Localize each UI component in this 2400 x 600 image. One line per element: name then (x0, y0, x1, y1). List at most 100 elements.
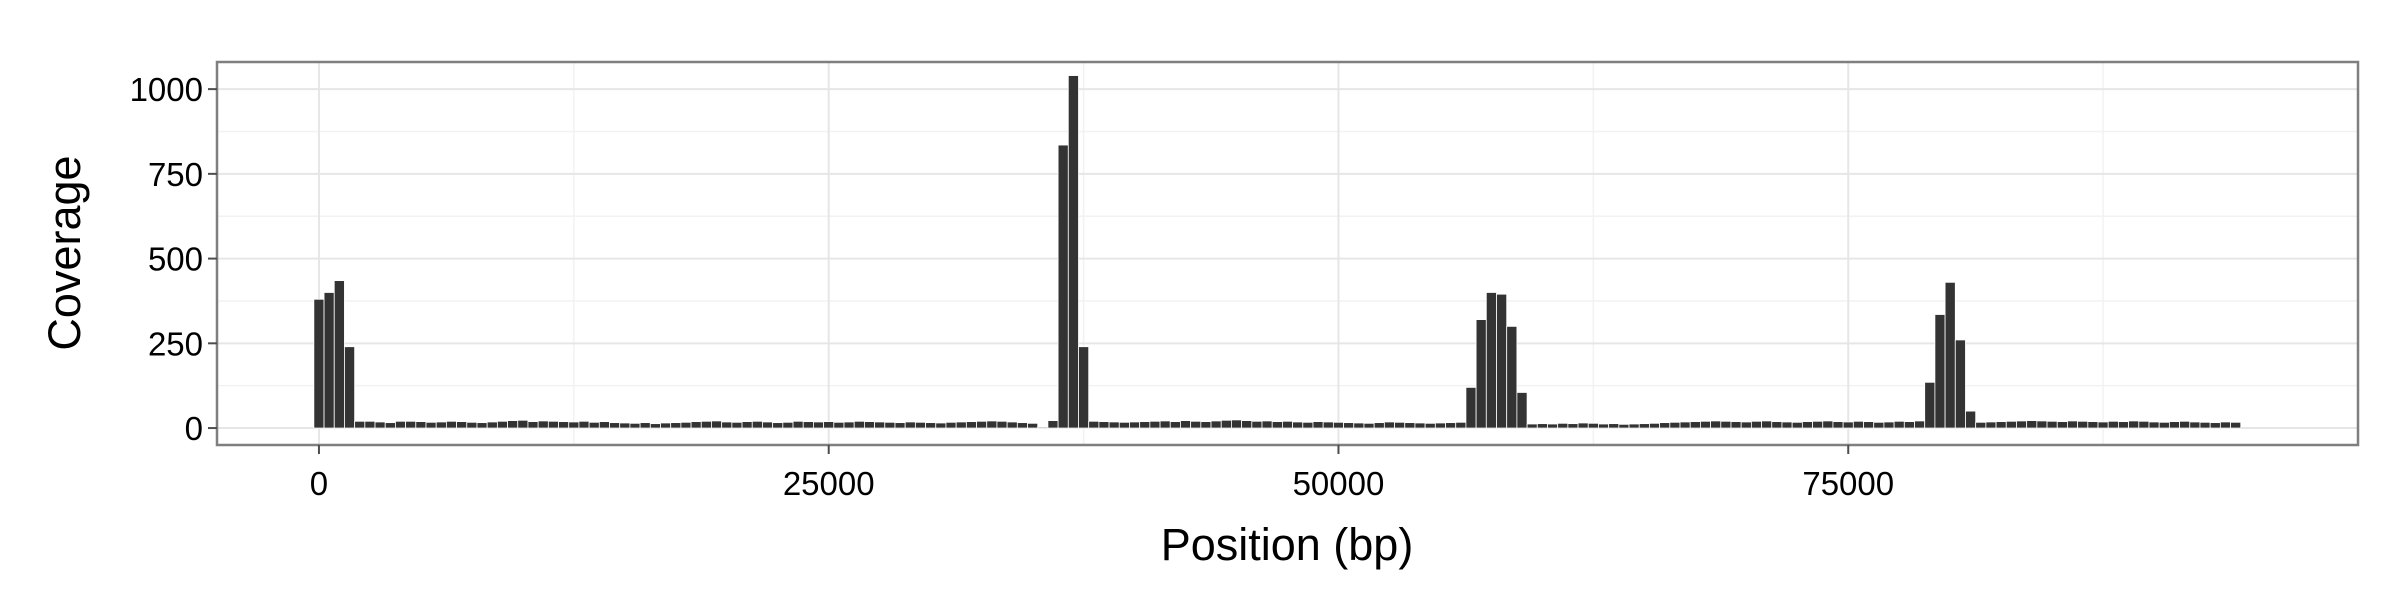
bar (1975, 421, 1987, 429)
bar (1822, 420, 1834, 429)
bar (456, 421, 468, 429)
bar (486, 421, 498, 429)
bar (1200, 421, 1212, 429)
bar (680, 421, 692, 429)
bar (598, 421, 610, 429)
bar (1608, 423, 1620, 429)
bar (466, 421, 478, 429)
bar (1781, 421, 1793, 429)
bar (965, 421, 977, 429)
bar (711, 420, 723, 429)
bar (1536, 423, 1548, 429)
y-tick-label: 750 (148, 156, 203, 193)
bar (1679, 421, 1691, 429)
bar (1261, 420, 1273, 429)
bar (1414, 422, 1426, 429)
bar (1934, 314, 1946, 429)
bar (1965, 410, 1977, 429)
bar (1689, 421, 1701, 429)
bar (2107, 420, 2119, 429)
bar (2230, 421, 2242, 429)
bar (1118, 421, 1130, 429)
bar (1771, 421, 1783, 429)
bar (1710, 420, 1722, 429)
bar (894, 422, 906, 429)
bar (1475, 319, 1487, 429)
bar (1954, 339, 1966, 429)
bar (853, 420, 865, 429)
panel-background (217, 62, 2358, 445)
bar (1169, 421, 1181, 429)
bar (1424, 422, 1436, 429)
bar (1292, 421, 1304, 429)
bar (2026, 420, 2038, 429)
bar (2118, 421, 2130, 429)
bar (670, 422, 682, 429)
y-tick-label: 1000 (130, 71, 203, 108)
bar (1129, 421, 1141, 429)
bar (1098, 421, 1110, 429)
bar (1618, 423, 1630, 429)
bar (1547, 423, 1559, 429)
bar (1139, 421, 1151, 429)
bar (649, 423, 661, 429)
y-tick-label: 500 (148, 241, 203, 278)
bar (2189, 421, 2201, 429)
bar (1863, 421, 1875, 429)
bar (2168, 421, 2180, 429)
bar (690, 421, 702, 429)
bar (1006, 421, 1018, 429)
x-axis-ticks: 0 25000 50000 75000 (310, 445, 1894, 502)
bar (1985, 421, 1997, 429)
bar (823, 421, 835, 429)
bar (945, 421, 957, 429)
bar (1251, 420, 1263, 429)
bar (2077, 420, 2089, 429)
bars (313, 75, 2242, 429)
bar (1057, 144, 1069, 429)
bar (619, 422, 631, 429)
bar (323, 292, 335, 429)
bar (1720, 420, 1732, 429)
bar (976, 420, 988, 429)
bar (1373, 422, 1385, 429)
bar (751, 420, 763, 429)
bar (1241, 420, 1253, 429)
panel-border (215, 60, 2360, 447)
bar (344, 346, 356, 429)
bar (588, 421, 600, 429)
bar (527, 421, 539, 429)
bar (1180, 420, 1192, 429)
bar (792, 420, 804, 429)
y-axis-title: Coverage (39, 155, 90, 350)
bar (2209, 422, 2221, 429)
bar (843, 421, 855, 429)
bar (435, 421, 447, 429)
bar (1914, 420, 1926, 429)
bar (1730, 421, 1742, 429)
bar (1812, 420, 1824, 429)
bar (2199, 421, 2211, 429)
bar (1852, 420, 1864, 429)
bar (395, 420, 407, 429)
bar (904, 421, 916, 429)
bar (2138, 420, 2150, 429)
bar (609, 422, 621, 429)
bar (1526, 423, 1538, 429)
bar (1149, 420, 1161, 429)
bar (445, 420, 457, 429)
bar (955, 421, 967, 429)
bar (2128, 420, 2140, 429)
bar (384, 422, 396, 429)
bar (1883, 421, 1895, 429)
bar (507, 420, 519, 429)
bar (1027, 422, 1039, 429)
bar (1394, 421, 1406, 429)
bar (986, 420, 998, 429)
bar (1761, 420, 1773, 429)
bar (833, 421, 845, 429)
bar (2158, 421, 2170, 429)
x-tick-label: 0 (310, 465, 328, 502)
bar (2016, 420, 2028, 429)
